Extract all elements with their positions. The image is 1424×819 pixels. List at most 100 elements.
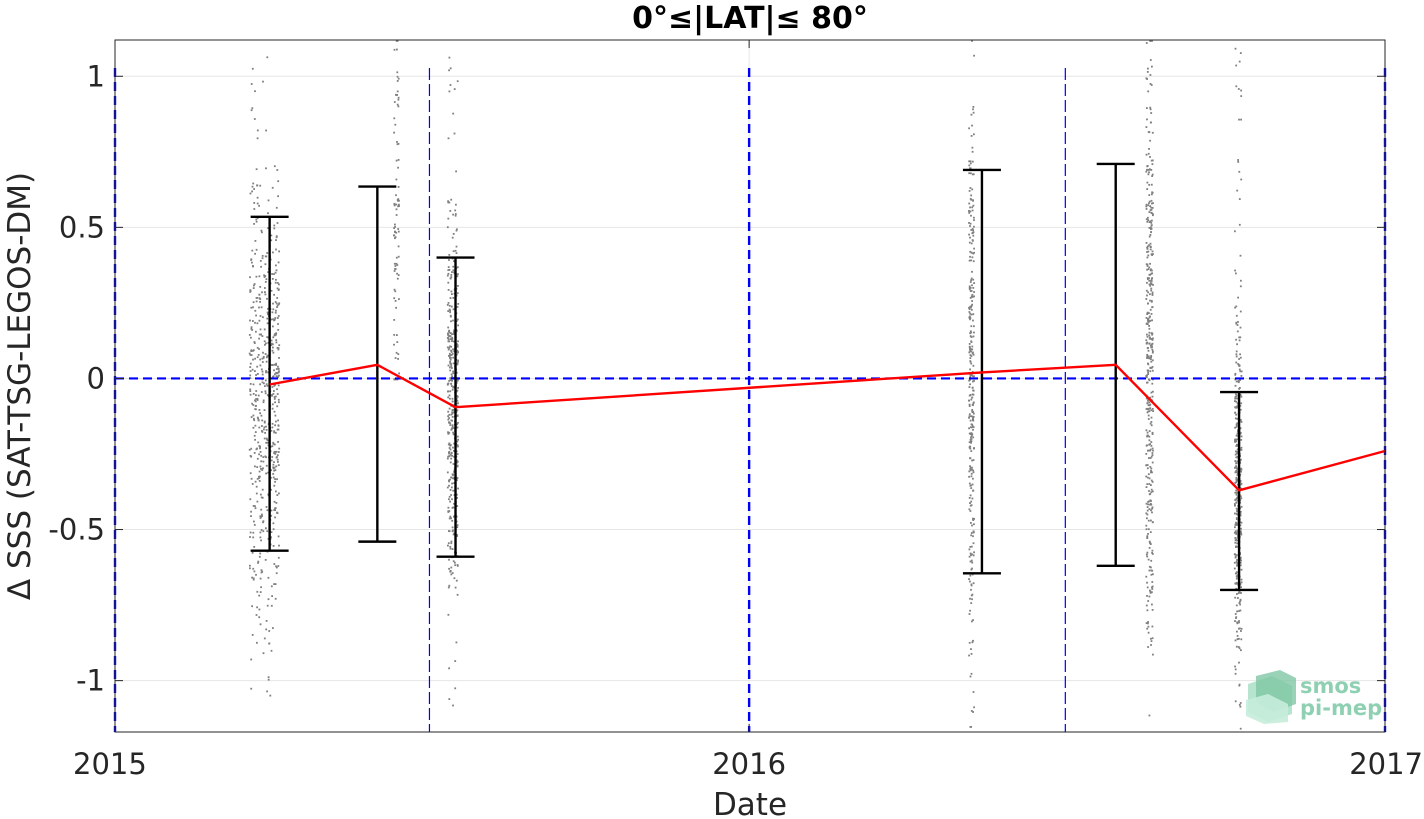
scatter-point <box>453 408 456 411</box>
scatter-point <box>250 515 252 517</box>
scatter-point <box>452 308 455 311</box>
scatter-point <box>261 231 263 234</box>
scatter-point <box>393 334 396 336</box>
scatter-point <box>454 586 457 589</box>
scatter-point <box>968 222 970 224</box>
scatter-point <box>267 212 269 215</box>
scatter-point <box>273 500 276 503</box>
scatter-point <box>271 394 273 397</box>
scatter-point <box>456 493 458 496</box>
scatter-point <box>266 356 268 359</box>
scatter-point <box>249 531 252 534</box>
scatter-point <box>263 420 266 423</box>
scatter-point <box>972 426 975 428</box>
scatter-point <box>971 423 974 426</box>
scatter-point <box>973 551 975 554</box>
scatter-point <box>1240 497 1243 500</box>
scatter-point <box>1238 627 1240 630</box>
scatter-point <box>275 236 278 239</box>
scatter-point <box>968 127 970 130</box>
scatter-point <box>1147 254 1150 257</box>
scatter-point <box>253 342 256 344</box>
scatter-point <box>1148 331 1151 334</box>
scatter-point <box>455 245 458 248</box>
scatter-point <box>397 274 400 276</box>
scatter-point <box>277 556 280 559</box>
scatter-point <box>253 202 256 204</box>
scatter-point <box>970 295 973 298</box>
scatter-point <box>276 282 279 284</box>
scatter-point <box>968 316 971 319</box>
scatter-point <box>448 340 451 343</box>
scatter-point <box>449 84 452 86</box>
scatter-point <box>258 616 261 619</box>
scatter-point <box>275 572 278 575</box>
scatter-point <box>973 219 975 221</box>
scatter-point <box>450 428 453 431</box>
scatter-point <box>969 469 972 472</box>
scatter-point <box>264 379 267 382</box>
scatter-point <box>1145 298 1148 300</box>
scatter-point <box>452 340 455 343</box>
scatter-point <box>448 480 450 483</box>
scatter-point <box>1234 504 1236 507</box>
scatter-point <box>262 357 265 359</box>
scatter-point <box>275 333 277 336</box>
scatter-point <box>1150 469 1152 472</box>
scatter-point <box>272 545 275 547</box>
scatter-point <box>449 210 452 212</box>
scatter-point <box>969 354 972 356</box>
scatter-point <box>455 229 458 232</box>
scatter-point <box>457 438 459 441</box>
scatter-point <box>1235 450 1237 453</box>
scatter-point <box>970 308 973 311</box>
scatter-point <box>1235 493 1238 496</box>
scatter-point <box>969 445 972 448</box>
scatter-point <box>393 204 396 207</box>
scatter-point <box>968 386 971 388</box>
scatter-point <box>1149 308 1152 311</box>
scatter-point <box>969 210 972 213</box>
scatter-point <box>258 470 261 473</box>
scatter-point <box>450 354 453 356</box>
scatter-point <box>1149 449 1151 452</box>
scatter-point <box>1150 471 1152 474</box>
scatter-point <box>396 90 399 93</box>
scatter-point <box>1236 460 1239 463</box>
scatter-point <box>259 260 262 262</box>
scatter-point <box>455 170 457 173</box>
scatter-point <box>971 232 974 235</box>
scatter-point <box>453 350 456 353</box>
scatter-point <box>971 409 974 411</box>
scatter-point <box>1234 512 1236 515</box>
scatter-point <box>447 348 450 351</box>
scatter-point <box>1147 519 1150 522</box>
mean-line-layer <box>269 363 1386 492</box>
scatter-point <box>1150 283 1153 286</box>
scatter-point <box>447 506 450 509</box>
scatter-point <box>260 229 263 232</box>
scatter-point <box>971 415 974 418</box>
scatter-point <box>275 239 277 241</box>
scatter-point <box>456 535 459 537</box>
scatter-point <box>394 225 396 228</box>
scatter-point <box>972 173 975 176</box>
scatter-point <box>264 293 267 296</box>
scatter-point <box>450 452 453 454</box>
scatter-point <box>451 340 453 342</box>
scatter-point <box>1235 350 1238 353</box>
scatter-point <box>971 404 974 406</box>
scatter-point <box>1145 203 1148 206</box>
scatter-point <box>1237 161 1240 163</box>
scatter-point <box>1236 545 1239 548</box>
scatter-point <box>274 395 277 398</box>
scatter-point <box>451 400 454 403</box>
scatter-point <box>263 421 266 424</box>
scatter-point <box>970 305 973 307</box>
scatter-point <box>450 373 453 376</box>
scatter-point <box>254 357 256 360</box>
scatter-point <box>1147 67 1149 70</box>
scatter-point <box>969 433 972 435</box>
scatter-point <box>1236 474 1239 476</box>
scatter-point <box>968 578 970 580</box>
